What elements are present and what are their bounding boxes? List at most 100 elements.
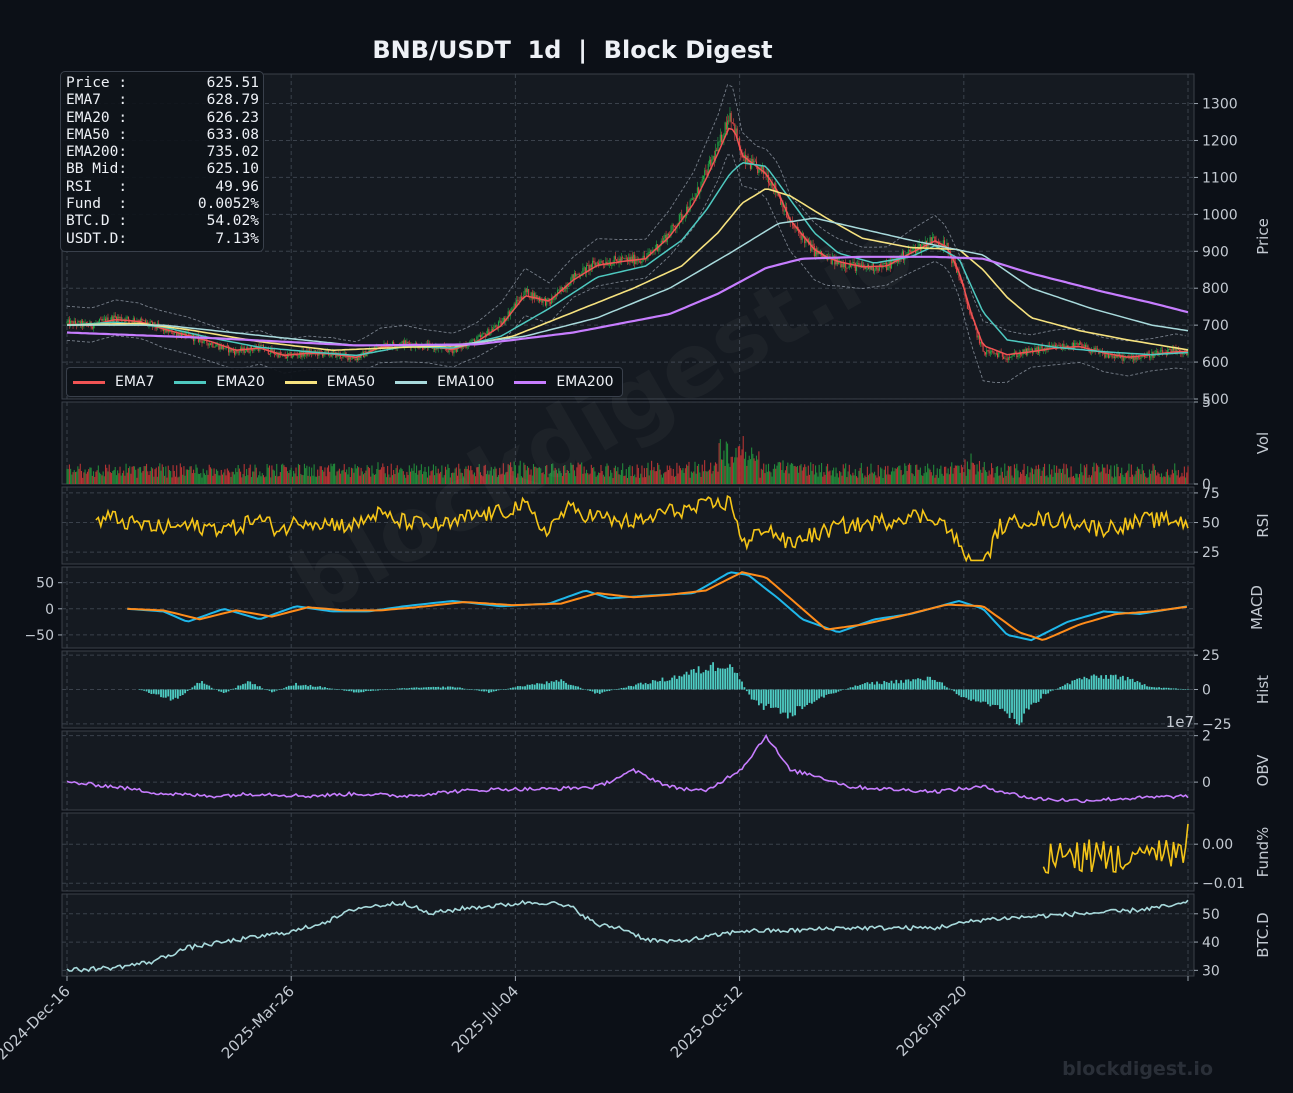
hist-bar [220, 689, 223, 692]
volume-bar [923, 473, 925, 484]
hist-bar [837, 689, 840, 692]
candle-body [930, 237, 932, 244]
volume-bar [968, 469, 970, 484]
volume-bar [565, 473, 567, 484]
hist-bar [1011, 689, 1013, 713]
volume-bar [702, 471, 704, 484]
volume-bar [835, 467, 837, 484]
volume-bar [941, 473, 943, 484]
volume-bar [423, 471, 425, 484]
volume-bar [708, 469, 711, 484]
volume-bar [461, 473, 463, 484]
volume-bar [422, 474, 424, 484]
hist-bar [541, 683, 543, 690]
hist-bar [989, 689, 992, 707]
volume-bar [710, 462, 712, 484]
hist-bar [437, 686, 440, 690]
candle-body [1153, 353, 1155, 358]
candle-body [289, 352, 291, 355]
hist-bar [673, 675, 676, 690]
candle-body [85, 321, 87, 325]
volume-bar [679, 468, 682, 484]
candle-body [103, 318, 105, 320]
candle-body [713, 156, 715, 161]
candle-body [1172, 348, 1175, 351]
candle-body [692, 198, 694, 200]
volume-bar [325, 476, 327, 484]
volume-bar [1033, 474, 1035, 484]
hist-bar [258, 686, 261, 690]
hist-bar [967, 689, 970, 700]
volume-bar [652, 470, 654, 484]
candle-body [749, 163, 751, 169]
candle-body [772, 187, 774, 191]
volume-bar [273, 470, 275, 484]
volume-bar [466, 469, 468, 484]
candle-body [1063, 343, 1065, 349]
volume-bar [810, 462, 812, 484]
volume-bar [424, 466, 426, 484]
candle-body [593, 260, 595, 263]
candle-body [155, 327, 157, 329]
candle-body [723, 133, 725, 140]
hist-bar [729, 664, 731, 690]
candle-body [1084, 345, 1087, 347]
volume-bar [1175, 470, 1177, 484]
candle-body [258, 347, 260, 351]
candle-body [540, 299, 542, 302]
volume-bar [1116, 463, 1118, 484]
hist-bar [367, 689, 370, 691]
hist-bar [1129, 679, 1132, 690]
volume-bar [960, 464, 962, 484]
volume-bar [287, 471, 289, 484]
volume-bar [557, 473, 559, 484]
volume-bar [308, 466, 310, 484]
hist-bar [902, 682, 905, 690]
volume-bar [437, 468, 439, 484]
volume-bar [693, 471, 695, 484]
hist-bar [647, 684, 649, 690]
hist-bar [478, 689, 481, 691]
hist-bar [1182, 689, 1185, 690]
y-tick-label: −0.01 [1202, 876, 1245, 892]
candle-body [781, 201, 783, 205]
volume-bar [582, 473, 584, 484]
hist-bar [685, 671, 688, 690]
volume-bar [706, 471, 708, 484]
volume-bar [505, 472, 507, 484]
volume-bar [434, 475, 436, 484]
candle-body [1127, 355, 1129, 357]
volume-bar [598, 472, 600, 484]
volume-bar [180, 467, 183, 484]
volume-bar [358, 467, 360, 484]
volume-bar [1113, 465, 1116, 484]
volume-bar [882, 477, 884, 484]
volume-bar [350, 467, 353, 484]
volume-bar [576, 467, 578, 484]
volume-bar [686, 464, 688, 484]
hist-bar [1122, 675, 1124, 690]
volume-bar [774, 464, 776, 484]
candle-body [730, 113, 732, 123]
candle-body [285, 356, 287, 359]
volume-bar [377, 462, 379, 484]
volume-bar [800, 464, 802, 484]
hist-bar [866, 682, 869, 690]
candle-body [564, 285, 566, 292]
volume-bar [250, 477, 252, 484]
volume-bar [736, 457, 738, 484]
hist-bar [635, 684, 637, 690]
candle-body [970, 313, 972, 316]
volume-bar [365, 470, 367, 484]
candle-body [1003, 356, 1005, 359]
volume-bar [343, 464, 345, 484]
candle-body [916, 250, 918, 254]
hist-bar [1049, 689, 1052, 692]
volume-bar [288, 473, 290, 484]
volume-bar [898, 465, 900, 484]
volume-bar [551, 463, 553, 484]
volume-bar [1027, 466, 1029, 484]
candle-body [830, 258, 832, 264]
volume-bar [553, 470, 555, 484]
y-tick-label: 500 [1202, 392, 1229, 408]
